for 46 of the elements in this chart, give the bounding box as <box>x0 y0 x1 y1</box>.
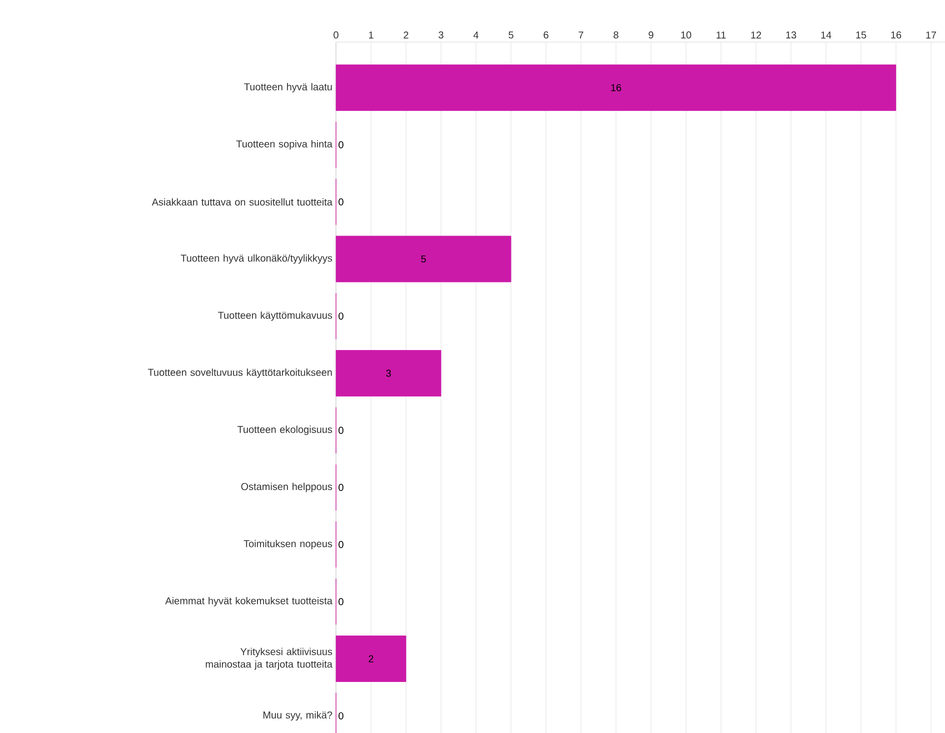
bar <box>336 636 406 682</box>
x-tick-label: 1 <box>368 32 374 38</box>
x-tick-label: 16 <box>891 31 902 38</box>
y-tick-label: Toimituksen nopeus <box>244 540 332 550</box>
x-tick-label: 5 <box>508 31 514 38</box>
y-tick-label: Tuotteen hyvä ulkonäkö/tyylikkyys <box>180 254 332 264</box>
x-tick-label: 9 <box>648 31 654 38</box>
x-tick-label: 11 <box>716 32 726 38</box>
x-tick-label: 14 <box>821 32 832 38</box>
x-tick-label: 4 <box>473 32 478 38</box>
data-label: 0 <box>338 426 344 434</box>
x-tick-label: 3 <box>438 31 444 38</box>
y-tick-label: Yrityksesi aktiivisuus mainostaa ja tarjota tuotteita <box>206 648 332 670</box>
y-tick-label: Muu syy, mikä? <box>263 711 332 721</box>
x-tick-label: 2 <box>404 31 408 38</box>
bar <box>336 350 442 396</box>
y-tick-label: Ostamisen helppous <box>241 482 332 492</box>
y-tick-label: Aiemmat hyvät kokemukset tuotteista <box>165 596 332 606</box>
data-label: 2 <box>368 655 374 662</box>
x-tick-label: 17 <box>926 32 936 38</box>
y-tick-label: Asiakkaan tuttava on suositellut tuotteita <box>152 198 332 206</box>
data-label: 0 <box>338 312 344 320</box>
y-tick-label: Tuotteen ekologisuus <box>237 426 332 435</box>
x-tick-label: 10 <box>681 31 692 38</box>
x-tick-label: 15 <box>856 31 866 38</box>
x-tick-label: 0 <box>334 31 338 38</box>
data-label: 16 <box>611 84 622 92</box>
bar <box>336 236 512 282</box>
bar <box>336 64 896 111</box>
y-tick-label: Tuotteen hyvä laatu <box>244 83 332 92</box>
data-label: 0 <box>338 541 344 548</box>
data-label: 0 <box>338 712 344 720</box>
data-label: 5 <box>421 256 426 262</box>
y-tick-label: Tuotteen sopiva hinta <box>236 140 332 150</box>
y-tick-label: Tuotteen käyttömukavuus <box>218 311 332 321</box>
x-tick-label: 12 <box>751 31 762 38</box>
x-tick-label: 13 <box>786 31 796 38</box>
x-tick-label: 8 <box>614 31 618 38</box>
data-label: 0 <box>338 141 344 148</box>
data-label: 0 <box>338 198 344 206</box>
data-label: 3 <box>386 370 391 377</box>
data-label: 0 <box>338 484 344 491</box>
x-tick-label: 7 <box>578 32 584 38</box>
data-label: 0 <box>338 598 344 606</box>
y-tick-label: Tuotteen soveltuvuus käyttötarkoitukseen <box>148 368 332 378</box>
x-tick-label: 6 <box>544 31 548 38</box>
